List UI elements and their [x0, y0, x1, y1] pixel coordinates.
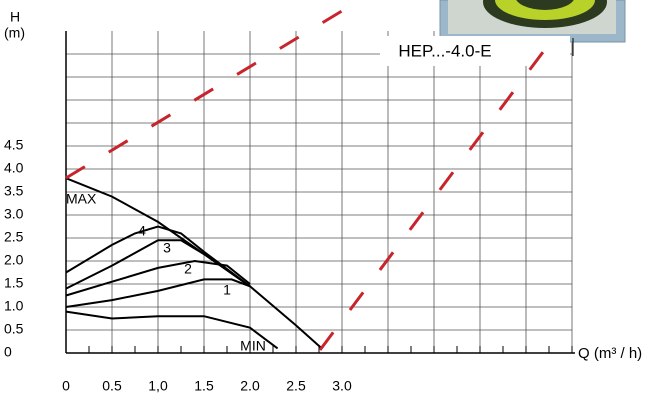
- y-tick-label: 3.0: [4, 206, 24, 222]
- title-box: [380, 36, 570, 66]
- y-axis-label: (m): [4, 25, 25, 41]
- curve: [65, 225, 251, 288]
- x-tick-label: 0.5: [102, 378, 122, 394]
- y-tick-label: 2.5: [4, 229, 24, 245]
- x-axis-label: Q (m³ / h): [578, 345, 642, 362]
- x-tick-label: 3.0: [332, 378, 352, 394]
- y-tick-label: 0: [4, 344, 12, 360]
- y-tick-label: 0.5: [4, 321, 24, 337]
- y-tick-label: 4.5: [4, 137, 24, 153]
- y-tick-label: 1.5: [4, 275, 24, 291]
- curve-label: MAX: [66, 191, 97, 207]
- x-tick-label: 2.0: [240, 378, 260, 394]
- x-tick-label: 0: [62, 378, 70, 394]
- curve-label: 1: [223, 282, 231, 298]
- y-tick-label: 3.5: [4, 183, 24, 199]
- x-tick-label: 2.5: [286, 378, 306, 394]
- pump-image: [439, 0, 626, 43]
- curve: [65, 177, 323, 350]
- y-tick-label: 1.0: [4, 298, 24, 314]
- grid: [65, 31, 573, 354]
- curve-label: 2: [184, 261, 192, 277]
- curve-label: MIN: [240, 338, 266, 354]
- y-tick-label: 4.0: [4, 160, 24, 176]
- curve-label: 3: [163, 240, 171, 256]
- curve: [65, 239, 251, 290]
- chart-title: HEP...-4.0-E: [398, 41, 491, 60]
- y-axis-label: H: [10, 9, 20, 25]
- curve: [65, 259, 251, 297]
- x-tick-label: 1,0: [148, 378, 168, 394]
- reference-lines: [65, 0, 554, 351]
- y-tick-label: 2.0: [4, 252, 24, 268]
- curve: [65, 310, 279, 350]
- x-tick-label: 1.5: [194, 378, 214, 394]
- curve-label: 4: [138, 223, 146, 239]
- curve: [65, 278, 251, 308]
